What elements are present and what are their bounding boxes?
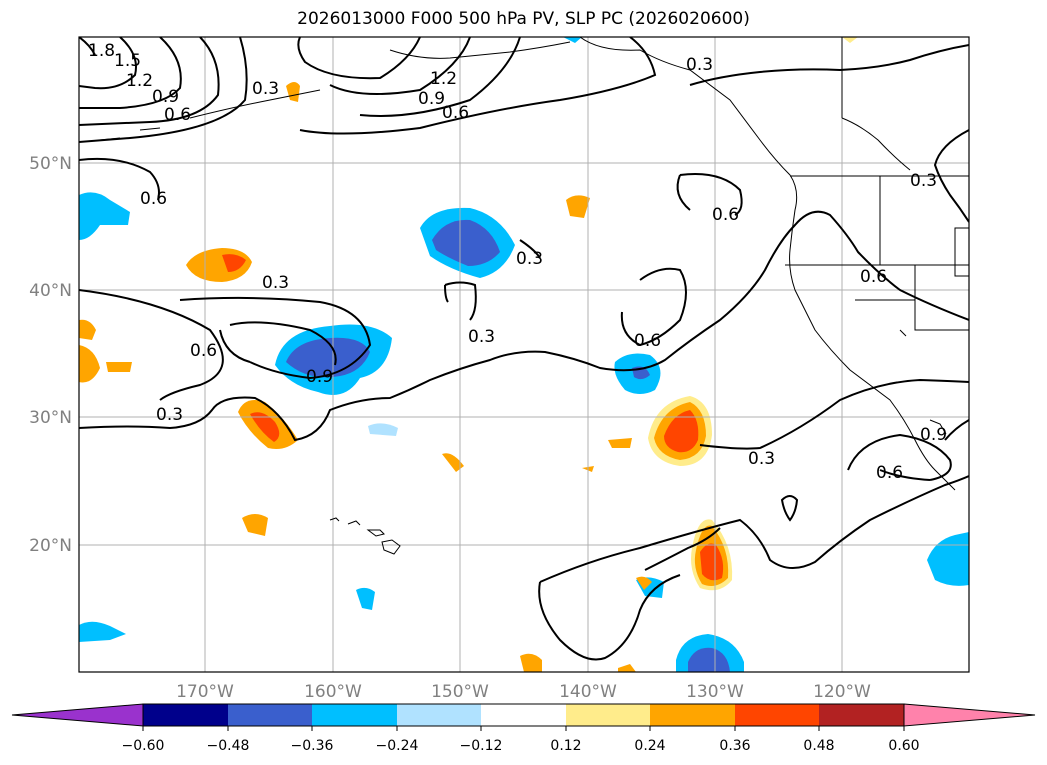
colorbar-tick-label: −0.24 [376, 738, 419, 754]
colorbar-segment [481, 704, 566, 726]
colorbar-extend-right [903, 703, 1036, 727]
contour-label: 0.3 [516, 249, 543, 269]
contour-label: 1.8 [88, 41, 115, 61]
colorbar-tick-label: 0.60 [888, 738, 919, 754]
map-title: 2026013000 F000 500 hPa PV, SLP PC (2026… [297, 9, 750, 29]
pv-negative-blob [79, 192, 130, 240]
lat-label: 30°N [29, 408, 72, 428]
contour-label: 0.6 [190, 341, 217, 361]
pv-positive-blob [186, 248, 252, 282]
colorbar-tick-label: 0.36 [719, 738, 750, 754]
colorbar-segment [650, 704, 735, 726]
colorbar-segment [143, 704, 228, 726]
longitude-labels: 170°W 160°W 150°W 140°W 130°W 120°W [176, 682, 871, 702]
contour-label: 0.6 [712, 205, 739, 225]
coastlines [99, 37, 969, 555]
colorbar-segment [228, 704, 312, 726]
pv-negative-blob [676, 634, 744, 672]
lat-label: 40°N [29, 281, 72, 301]
colorbar-tick-label: −0.12 [460, 738, 503, 754]
contour-label: 0.3 [262, 273, 289, 293]
pv-negative-blob [927, 532, 969, 586]
slp-contours [79, 37, 969, 661]
pv-positive-blob [238, 399, 298, 449]
contour-label: 0.3 [686, 55, 713, 75]
colorbar-segment [819, 704, 904, 726]
contour-label: 0.9 [418, 89, 445, 109]
lon-label: 130°W [686, 682, 744, 702]
pv-negative-blob [420, 207, 515, 278]
contour-labels: 1.8 1.5 1.2 0.9 0.6 0.3 1.2 0.9 0.6 0.3 … [88, 41, 947, 483]
lon-label: 150°W [431, 682, 489, 702]
pv-positive-blob [691, 519, 733, 591]
contour-label: 0.9 [152, 87, 179, 107]
lat-label: 50°N [29, 154, 72, 174]
colorbar-segment [566, 704, 650, 726]
contour-label: 0.9 [920, 425, 947, 445]
colorbar-tick-label: −0.48 [207, 738, 250, 754]
colorbar: −0.60 −0.48 −0.36 −0.24 −0.12 0.12 0.24 … [11, 703, 1036, 754]
lon-label: 160°W [304, 682, 362, 702]
contour-label: 0.6 [164, 105, 191, 125]
colorbar-segment [397, 704, 481, 726]
contour-label: 0.3 [748, 449, 775, 469]
colorbar-tick-label: −0.36 [291, 738, 334, 754]
lon-label: 140°W [559, 682, 617, 702]
colorbar-segment [312, 704, 397, 726]
colorbar-extend-left [11, 703, 144, 727]
contour-label: 0.6 [442, 103, 469, 123]
contour-label: 0.6 [634, 331, 661, 351]
colorbar-tick-label: 0.24 [634, 738, 665, 754]
lon-label: 170°W [176, 682, 234, 702]
lon-label: 120°W [813, 682, 871, 702]
colorbar-tick-label: 0.12 [550, 738, 581, 754]
colorbar-tick-label: 0.48 [803, 738, 834, 754]
pv-positive-blob [79, 37, 858, 672]
colorbar-tick-label: −0.60 [122, 738, 165, 754]
contour-label: 0.3 [910, 171, 937, 191]
contour-label: 0.6 [876, 463, 903, 483]
colorbar-segment [735, 704, 819, 726]
contour-label: 0.3 [252, 79, 279, 99]
map-frame [78, 36, 970, 673]
contour-label: 0.6 [860, 267, 887, 287]
contour-label: 1.5 [114, 51, 141, 71]
latitude-labels: 50°N 40°N 30°N 20°N [29, 154, 72, 556]
contour-label: 0.9 [306, 367, 333, 387]
contour-label: 1.2 [430, 69, 457, 89]
contour-label: 1.2 [126, 71, 153, 91]
contour-label: 0.3 [156, 405, 183, 425]
graticule [79, 37, 969, 672]
contour-label: 0.6 [140, 189, 167, 209]
lat-label: 20°N [29, 536, 72, 556]
pv-negative-blob [614, 353, 661, 394]
pv-positive-blob [648, 396, 712, 466]
contour-label: 0.3 [468, 327, 495, 347]
